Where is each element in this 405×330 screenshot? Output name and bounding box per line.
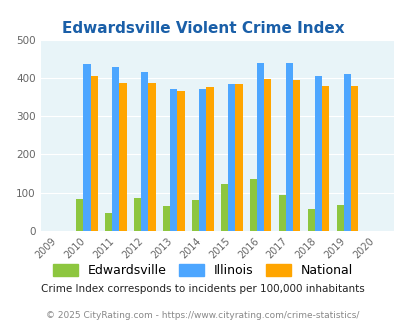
- Bar: [322, 86, 328, 231]
- Legend: Edwardsville, Illinois, National: Edwardsville, Illinois, National: [47, 259, 358, 282]
- Bar: [141, 72, 148, 231]
- Text: Edwardsville Violent Crime Index: Edwardsville Violent Crime Index: [62, 21, 343, 36]
- Bar: [192, 200, 198, 231]
- Bar: [206, 87, 213, 231]
- Bar: [249, 179, 256, 231]
- Bar: [235, 84, 242, 231]
- Bar: [148, 83, 155, 231]
- Bar: [90, 76, 98, 231]
- Bar: [162, 206, 170, 231]
- Bar: [292, 80, 300, 231]
- Bar: [343, 74, 350, 231]
- Bar: [105, 213, 112, 231]
- Bar: [76, 199, 83, 231]
- Bar: [177, 91, 184, 231]
- Bar: [285, 63, 292, 231]
- Bar: [119, 83, 126, 231]
- Bar: [314, 76, 322, 231]
- Bar: [170, 88, 177, 231]
- Bar: [228, 84, 235, 231]
- Bar: [83, 64, 90, 231]
- Bar: [220, 183, 228, 231]
- Bar: [264, 79, 271, 231]
- Bar: [336, 205, 343, 231]
- Bar: [198, 89, 206, 231]
- Text: © 2025 CityRating.com - https://www.cityrating.com/crime-statistics/: © 2025 CityRating.com - https://www.city…: [46, 312, 359, 320]
- Bar: [112, 67, 119, 231]
- Bar: [278, 195, 285, 231]
- Bar: [134, 198, 141, 231]
- Bar: [256, 63, 264, 231]
- Text: Crime Index corresponds to incidents per 100,000 inhabitants: Crime Index corresponds to incidents per…: [41, 284, 364, 294]
- Bar: [307, 209, 314, 231]
- Bar: [350, 86, 358, 231]
